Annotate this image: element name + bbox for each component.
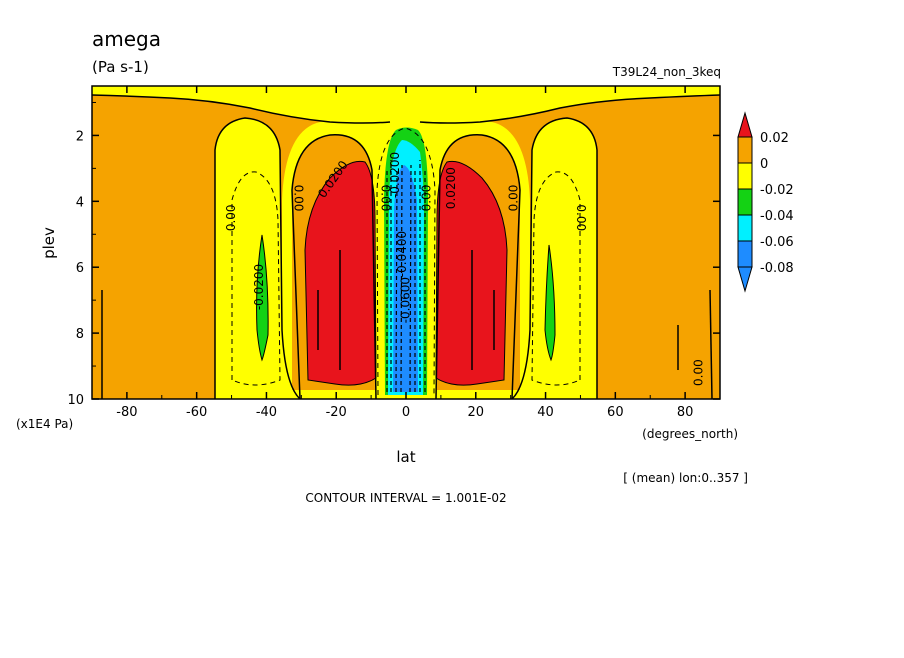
contour-label: -0.0200: [252, 264, 266, 310]
x-tick-label: 80: [677, 405, 694, 420]
contour-label: 0.0200: [444, 167, 458, 209]
chart-title: amega: [92, 27, 161, 51]
contour-label: 0.00: [379, 185, 393, 212]
colorbar-level-label: 0: [760, 157, 768, 172]
colorbar-band: [737, 162, 753, 190]
x-unit-label: (degrees_north): [642, 427, 738, 441]
contour-dashed-west-outer: [231, 171, 281, 386]
region-blue-core: [393, 165, 418, 392]
x-axis: -80 -60 -40 -20 0 20 40 60 80: [91, 86, 721, 420]
contour-label: 0.00: [574, 204, 588, 231]
colorbar: 0.02 0 -0.02 -0.04 -0.06 -0.08: [737, 111, 794, 293]
contour-label: -0.0600: [398, 277, 412, 323]
x-tick-label: -60: [186, 405, 207, 420]
contour-dashed-center-outer: [376, 127, 436, 396]
contour-label: 0.00: [291, 185, 305, 212]
contour-label: -0.0200: [388, 152, 402, 198]
y-axis-title: plev: [40, 227, 58, 259]
y-tick-label: 10: [67, 393, 84, 408]
y-tick-label: 8: [76, 327, 84, 342]
x-tick-label: -40: [256, 405, 277, 420]
contour-label: 0.00: [692, 359, 706, 386]
colorbar-top-arrow: [737, 111, 753, 138]
region-green-east: [544, 244, 556, 362]
colorbar-band: [737, 136, 753, 164]
x-axis-title: lat: [396, 448, 415, 466]
colorbar-band: [737, 240, 753, 268]
colorbar-level-label: -0.02: [760, 183, 794, 198]
colorbar-band: [737, 214, 753, 242]
y-tick-label: 6: [76, 261, 84, 276]
contour-dashed-core-stack: [386, 160, 426, 393]
colorbar-level-label: -0.04: [760, 209, 794, 224]
region-green-west: [256, 234, 269, 362]
region-yellow-north-strip: [92, 86, 720, 123]
x-tick-label: -20: [326, 405, 347, 420]
colorbar-level-label: -0.06: [760, 235, 794, 250]
contour-solid-lines: [92, 94, 720, 399]
colorbar-band: [737, 188, 753, 216]
colorbar-bottom-arrow: [737, 266, 753, 293]
run-label: T39L24_non_3keq: [612, 65, 721, 79]
x-tick-label: 0: [402, 405, 410, 420]
colorbar-level-label: -0.08: [760, 261, 794, 276]
contour-interval-note: CONTOUR INTERVAL = 1.001E-02: [305, 491, 506, 505]
contour-label: -0.0400: [395, 231, 409, 277]
x-tick-label: -80: [116, 405, 137, 420]
chart-units: (Pa s-1): [92, 58, 149, 76]
contour-label: 0.00: [419, 185, 433, 212]
y-axis: 2 4 6 8 10: [67, 101, 720, 408]
y-tick-label: 2: [76, 129, 84, 144]
x-tick-label: 40: [537, 405, 554, 420]
contour-dashed-east-outer: [531, 171, 581, 386]
averaging-note: [ (mean) lon:0..357 ]: [623, 471, 748, 485]
x-tick-label: 20: [468, 405, 485, 420]
y-tick-label: 4: [76, 195, 84, 210]
x-tick-label: 60: [607, 405, 624, 420]
contour-label: 0.00: [224, 204, 238, 231]
colorbar-level-label: 0.02: [760, 131, 789, 146]
contour-label: 0.00: [507, 185, 521, 212]
y-unit-label: (x1E4 Pa): [16, 417, 73, 431]
